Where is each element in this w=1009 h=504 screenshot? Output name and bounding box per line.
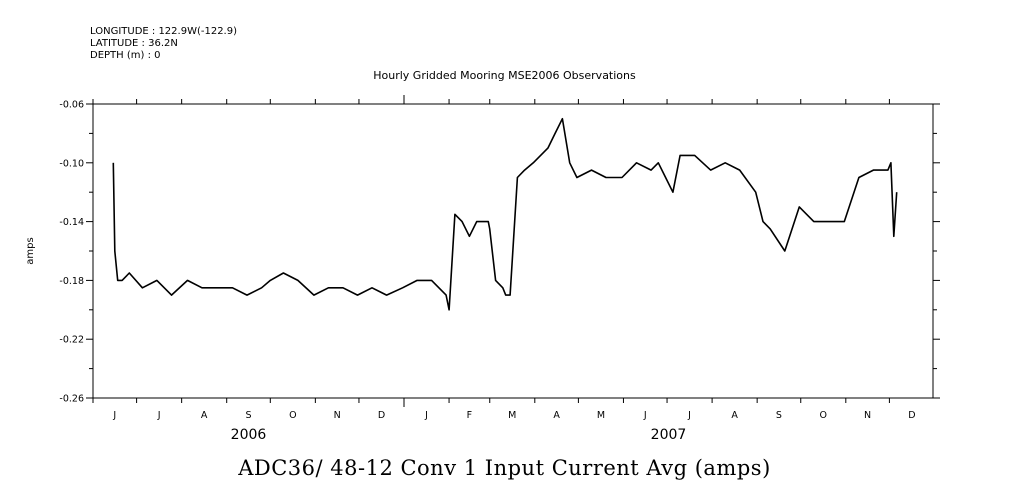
x-month-label: S	[245, 410, 251, 421]
latitude-label: LATITUDE : 36.2N	[90, 38, 178, 49]
x-year-label: 2006	[231, 427, 267, 443]
y-tick-label: -0.18	[59, 276, 84, 287]
x-month-label: A	[731, 410, 738, 421]
x-month-label: M	[508, 410, 516, 421]
x-month-label: F	[467, 410, 472, 421]
x-month-label: J	[112, 410, 116, 421]
x-month-label: N	[864, 410, 871, 421]
main-title: ADC36/ 48-12 Conv 1 Input Current Avg (a…	[238, 456, 771, 480]
y-tick-label: -0.10	[59, 158, 84, 169]
y-tick-label: -0.14	[59, 217, 84, 228]
x-month-label: J	[157, 410, 161, 421]
y-tick-label: -0.26	[59, 394, 84, 405]
x-month-label: D	[378, 410, 385, 421]
depth-label: DEPTH (m) : 0	[90, 50, 161, 61]
y-tick-label: -0.22	[59, 335, 84, 346]
x-month-label: A	[201, 410, 208, 421]
x-month-label: J	[687, 410, 691, 421]
y-tick-label: -0.06	[59, 100, 84, 111]
y-axis-label: amps	[25, 237, 36, 264]
plot-title: Hourly Gridded Mooring MSE2006 Observati…	[373, 69, 636, 82]
x-month-label: J	[424, 410, 428, 421]
x-month-label: N	[334, 410, 341, 421]
x-month-label: O	[289, 410, 296, 421]
x-year-label: 2007	[651, 427, 687, 443]
x-month-label: M	[597, 410, 605, 421]
x-month-label: D	[908, 410, 915, 421]
series-line	[112, 117, 898, 311]
x-month-label: A	[553, 410, 560, 421]
longitude-label: LONGITUDE : 122.9W(-122.9)	[90, 26, 237, 37]
x-month-label: S	[776, 410, 782, 421]
x-month-label: O	[820, 410, 827, 421]
x-month-label: J	[643, 410, 647, 421]
